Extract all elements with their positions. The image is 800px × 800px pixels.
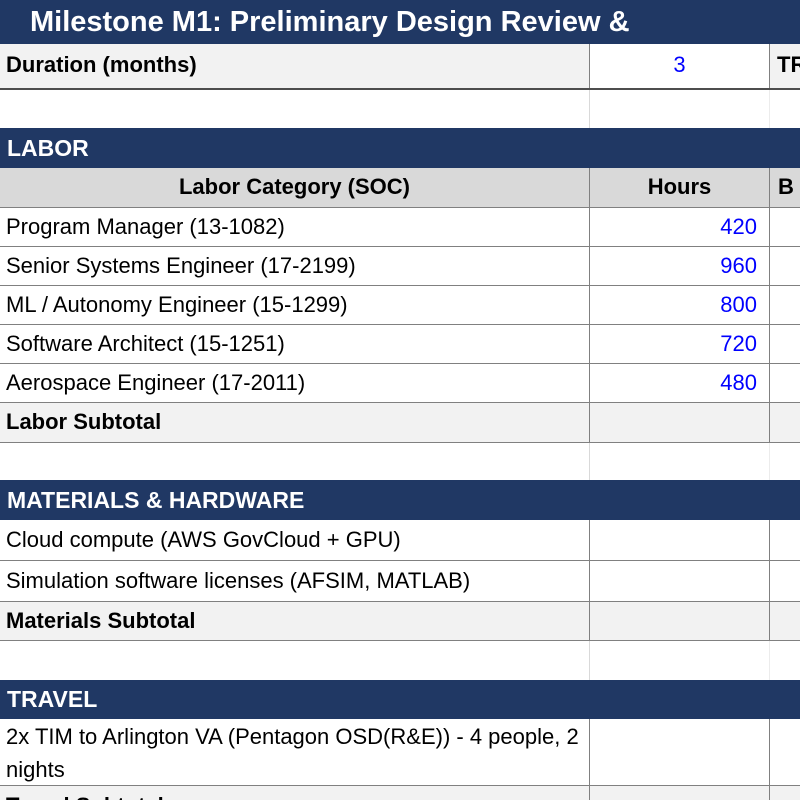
spacer-row	[0, 641, 800, 680]
labor-row-software-architect: Software Architect (15-1251) 720	[0, 325, 800, 364]
duration-label-cell[interactable]: Duration (months)	[0, 44, 590, 88]
travel-subtotal-value-cell[interactable]	[590, 786, 770, 800]
labor-subtotal-row: Labor Subtotal	[0, 403, 800, 443]
travel-value-cell[interactable]	[590, 719, 770, 785]
travel-item-cell[interactable]: 2x TIM to Arlington VA (Pentagon OSD(R&E…	[0, 719, 590, 785]
travel-subtotal-label-cell[interactable]: Travel Subtotal	[0, 786, 590, 800]
materials-subtotal-row: Materials Subtotal	[0, 602, 800, 641]
materials-subtotal-label-cell[interactable]: Materials Subtotal	[0, 602, 590, 640]
duration-value-cell[interactable]: 3	[590, 44, 770, 88]
materials-subtotal-extra-cell[interactable]	[770, 602, 800, 640]
hours-cell[interactable]: 960	[590, 247, 770, 285]
labor-category-cell[interactable]: Software Architect (15-1251)	[0, 325, 590, 363]
page-title: Milestone M1: Preliminary Design Review …	[30, 6, 630, 38]
materials-item-cell[interactable]: Simulation software licenses (AFSIM, MAT…	[0, 561, 590, 601]
travel-section-title: TRAVEL	[7, 686, 98, 712]
trl-label-cell[interactable]: TRL	[770, 44, 800, 88]
travel-subtotal-extra-cell[interactable]	[770, 786, 800, 800]
spacer-row	[0, 443, 800, 480]
travel-subtotal-row: Travel Subtotal	[0, 786, 800, 800]
labor-subtotal-hours-cell[interactable]	[590, 403, 770, 442]
materials-value-cell[interactable]	[590, 561, 770, 601]
materials-extra-cell[interactable]	[770, 561, 800, 601]
rate-cell[interactable]	[770, 325, 800, 363]
labor-table-header-row: Labor Category (SOC) Hours B	[0, 168, 800, 208]
labor-category-cell[interactable]: Program Manager (13-1082)	[0, 208, 590, 246]
hours-cell[interactable]: 480	[590, 364, 770, 402]
materials-section-title: MATERIALS & HARDWARE	[7, 486, 305, 513]
spacer-row	[0, 90, 800, 128]
rate-column-header[interactable]: B	[778, 174, 794, 199]
materials-item-cell[interactable]: Cloud compute (AWS GovCloud + GPU)	[0, 520, 590, 560]
travel-row-tim-arlington: 2x TIM to Arlington VA (Pentagon OSD(R&E…	[0, 719, 800, 786]
rate-cell[interactable]	[770, 208, 800, 246]
hours-cell[interactable]: 800	[590, 286, 770, 324]
labor-section-title: LABOR	[7, 134, 89, 161]
materials-value-cell[interactable]	[590, 520, 770, 560]
rate-cell[interactable]	[770, 286, 800, 324]
labor-row-senior-systems-engineer: Senior Systems Engineer (17-2199) 960	[0, 247, 800, 286]
materials-section-header: MATERIALS & HARDWARE	[0, 480, 800, 520]
travel-extra-cell[interactable]	[770, 719, 800, 785]
duration-row: Duration (months) 3 TRL	[0, 44, 800, 90]
labor-row-ml-autonomy-engineer: ML / Autonomy Engineer (15-1299) 800	[0, 286, 800, 325]
materials-row-cloud-compute: Cloud compute (AWS GovCloud + GPU)	[0, 520, 800, 561]
materials-extra-cell[interactable]	[770, 520, 800, 560]
labor-subtotal-label-cell[interactable]: Labor Subtotal	[0, 403, 590, 442]
hours-cell[interactable]: 420	[590, 208, 770, 246]
labor-row-aerospace-engineer: Aerospace Engineer (17-2011) 480	[0, 364, 800, 403]
hours-cell[interactable]: 720	[590, 325, 770, 363]
labor-row-program-manager: Program Manager (13-1082) 420	[0, 208, 800, 247]
travel-section-header: TRAVEL	[0, 680, 800, 719]
labor-category-cell[interactable]: Senior Systems Engineer (17-2199)	[0, 247, 590, 285]
rate-cell[interactable]	[770, 247, 800, 285]
labor-category-cell[interactable]: Aerospace Engineer (17-2011)	[0, 364, 590, 402]
labor-category-column-header[interactable]: Labor Category (SOC)	[0, 168, 590, 207]
hours-column-header[interactable]: Hours	[590, 168, 770, 207]
milestone-title-bar: Milestone M1: Preliminary Design Review …	[0, 0, 800, 44]
labor-subtotal-rate-cell[interactable]	[770, 403, 800, 442]
labor-category-cell[interactable]: ML / Autonomy Engineer (15-1299)	[0, 286, 590, 324]
materials-subtotal-value-cell[interactable]	[590, 602, 770, 640]
rate-cell[interactable]	[770, 364, 800, 402]
labor-section-header: LABOR	[0, 128, 800, 168]
materials-row-simulation-licenses: Simulation software licenses (AFSIM, MAT…	[0, 561, 800, 602]
